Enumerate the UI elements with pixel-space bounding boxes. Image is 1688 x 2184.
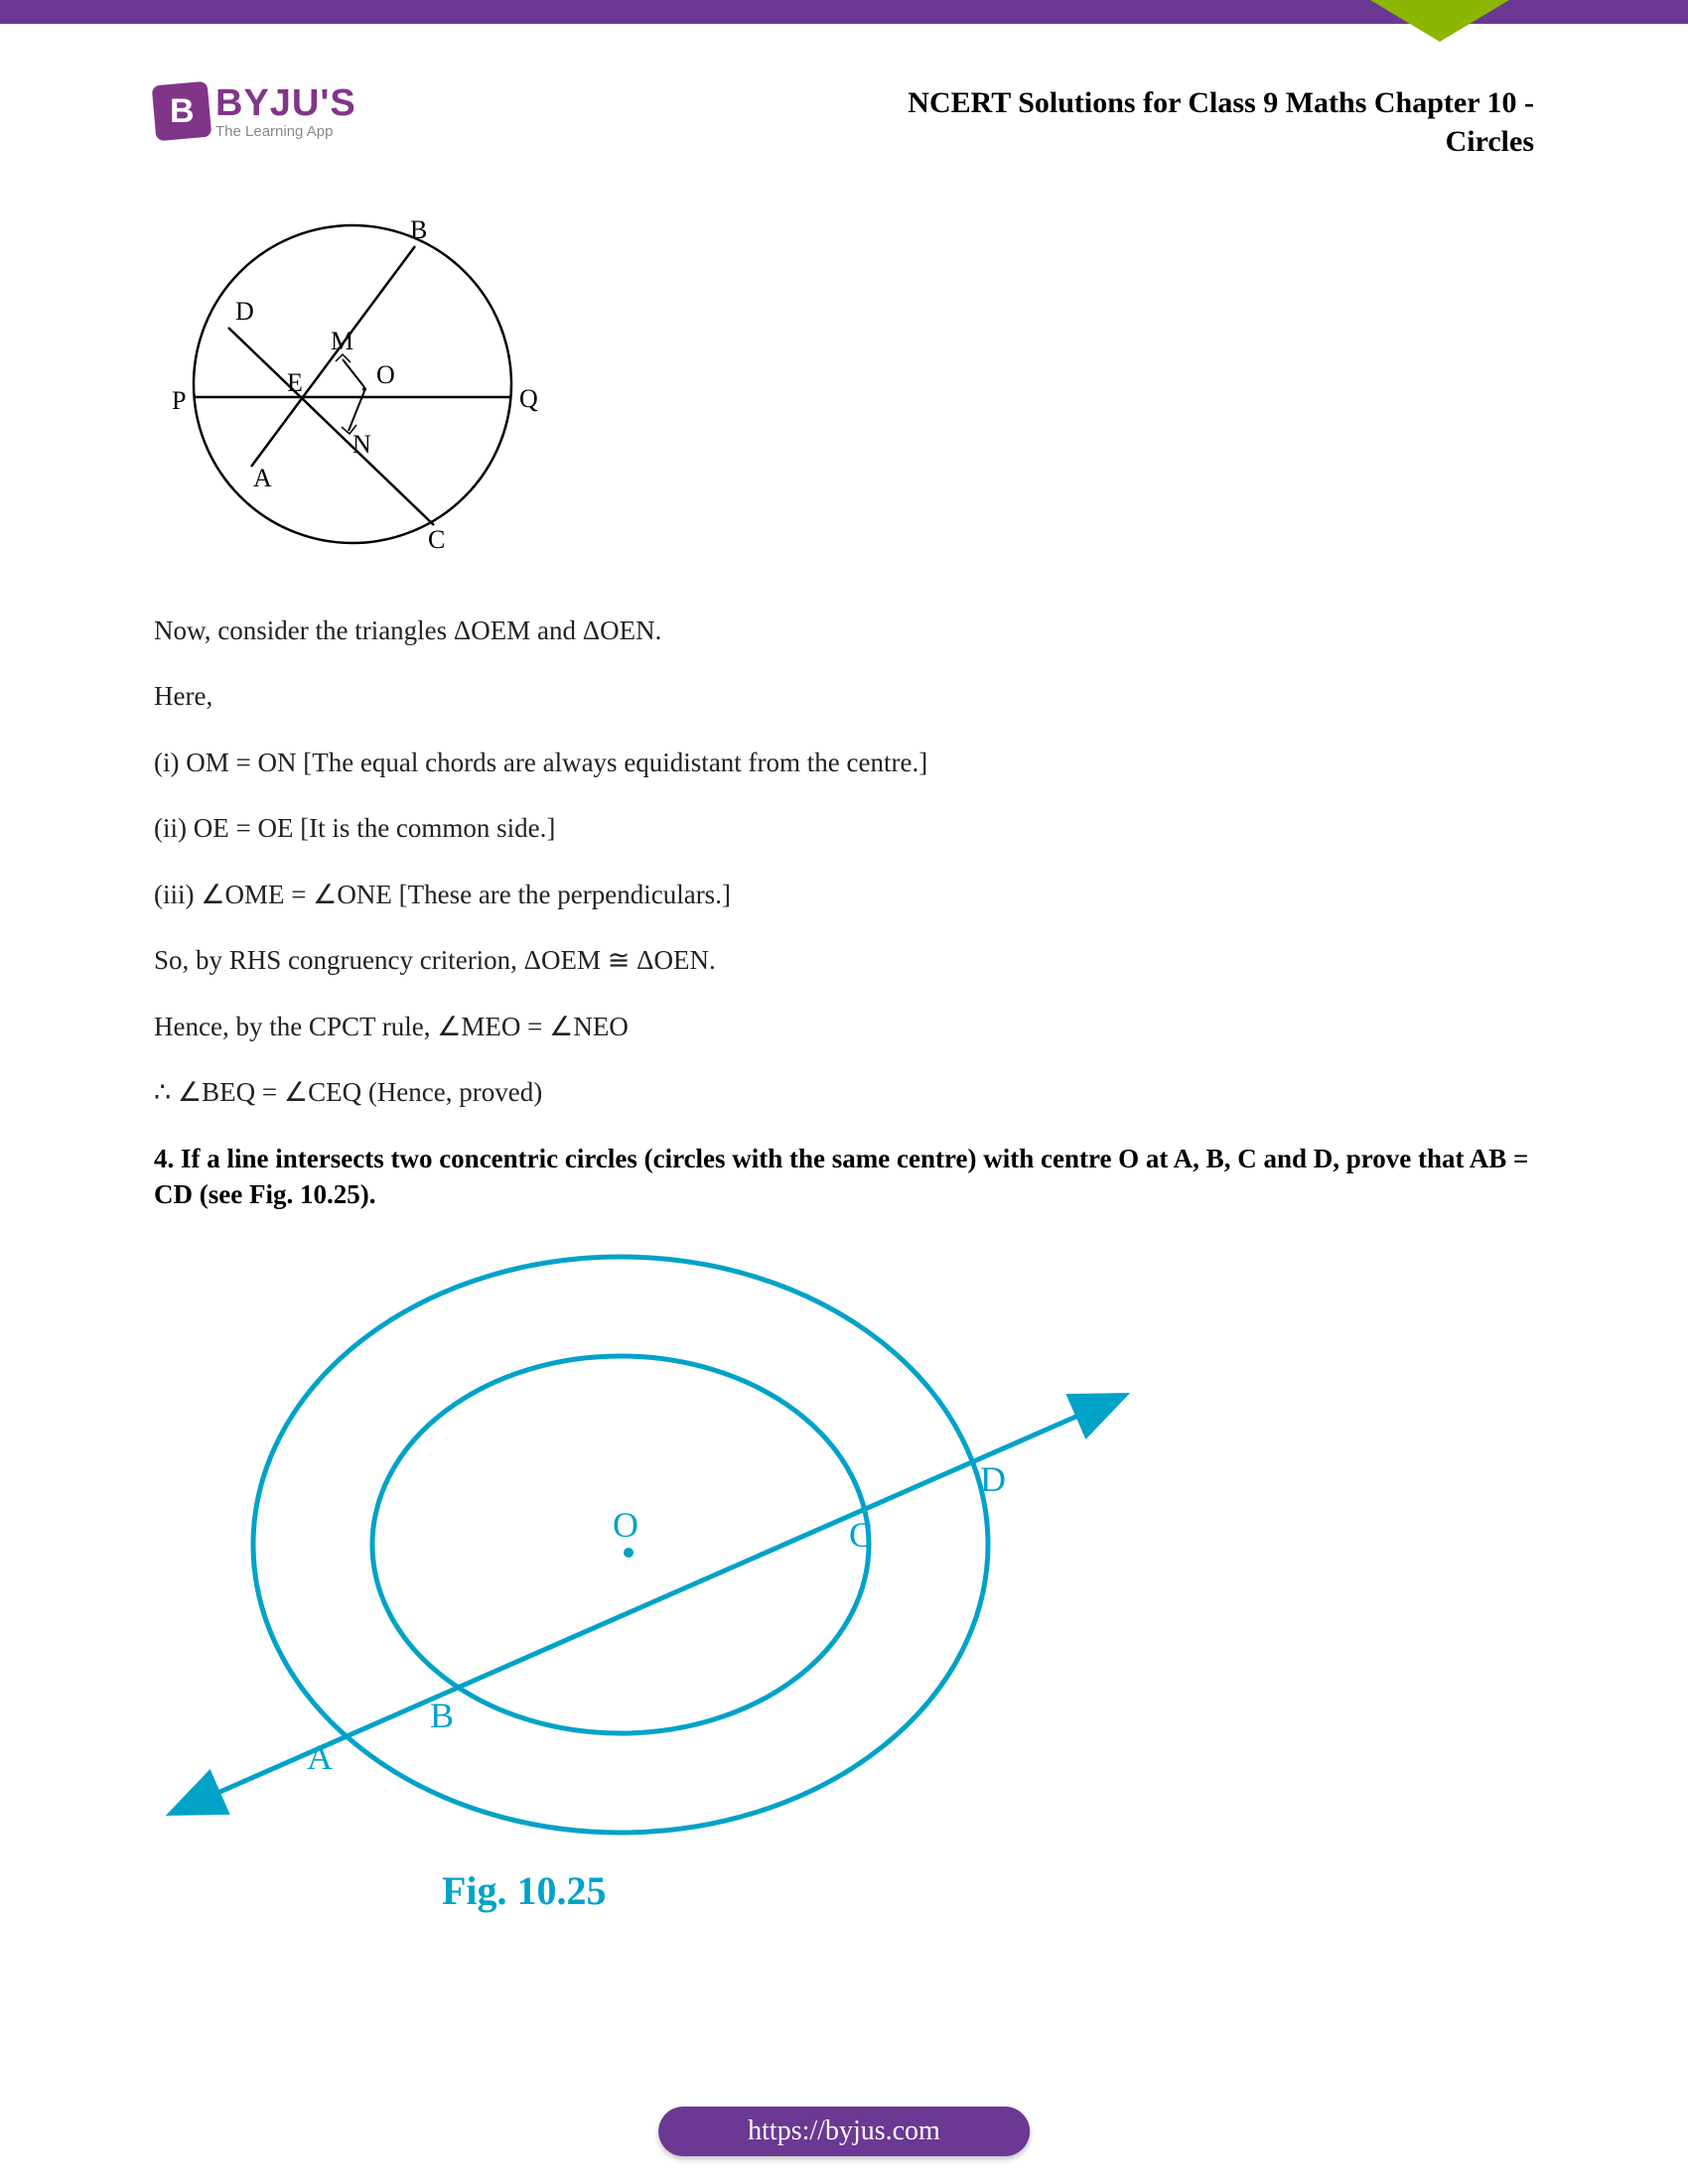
para-6: So, by RHS congruency criterion, ΔOEM ≅ …: [154, 942, 1534, 978]
para-3: (i) OM = ON [The equal chords are always…: [154, 745, 1534, 780]
para-2: Here,: [154, 678, 1534, 714]
diagram-1-svg: B D M E O P Q N A C: [154, 210, 571, 568]
svg-text:P: P: [172, 386, 186, 415]
svg-text:D: D: [235, 297, 254, 326]
svg-text:C: C: [428, 525, 445, 554]
svg-text:N: N: [352, 430, 371, 459]
logo-sub-text: The Learning App: [215, 124, 356, 139]
diagram-2-svg: O A B C D: [154, 1237, 1147, 1852]
svg-text:B: B: [410, 215, 427, 244]
doc-title-line1: NCERT Solutions for Class 9 Maths Chapte…: [908, 83, 1534, 122]
para-7: Hence, by the CPCT rule, ∠MEO = ∠NEO: [154, 1009, 1534, 1044]
doc-title-line2: Circles: [908, 122, 1534, 161]
svg-text:E: E: [287, 368, 303, 397]
logo-text: BYJU'S The Learning App: [215, 84, 356, 139]
logo-badge-letter: B: [170, 92, 195, 131]
solution-body: Now, consider the triangles ΔOEM and ΔOE…: [154, 613, 1534, 1111]
page-content: B BYJU'S The Learning App NCERT Solution…: [0, 24, 1688, 1914]
para-8: ∴ ∠BEQ = ∠CEQ (Hence, proved): [154, 1074, 1534, 1110]
svg-text:A: A: [253, 464, 272, 492]
para-4: (ii) OE = OE [It is the common side.]: [154, 810, 1534, 846]
svg-text:Q: Q: [519, 384, 538, 413]
svg-text:M: M: [331, 327, 353, 355]
diagram-2: O A B C D Fig. 10.25: [154, 1237, 1534, 1914]
document-title: NCERT Solutions for Class 9 Maths Chapte…: [908, 83, 1534, 161]
logo-block: B BYJU'S The Learning App: [154, 83, 356, 139]
para-1: Now, consider the triangles ΔOEM and ΔOE…: [154, 613, 1534, 648]
svg-text:C: C: [849, 1515, 873, 1555]
svg-text:B: B: [430, 1696, 454, 1735]
svg-text:A: A: [307, 1737, 333, 1777]
logo-badge: B: [152, 81, 212, 142]
header-row: B BYJU'S The Learning App NCERT Solution…: [154, 83, 1534, 161]
svg-text:O: O: [613, 1505, 638, 1545]
para-5: (iii) ∠OME = ∠ONE [These are the perpend…: [154, 877, 1534, 912]
question-4: 4. If a line intersects two concentric c…: [154, 1141, 1534, 1213]
top-green-triangle: [1370, 0, 1509, 42]
diagram-1: B D M E O P Q N A C: [154, 210, 1534, 573]
svg-text:D: D: [980, 1459, 1006, 1499]
footer-url-pill[interactable]: https://byjus.com: [658, 2107, 1030, 2156]
svg-text:O: O: [376, 360, 395, 389]
logo-main-text: BYJU'S: [215, 84, 356, 122]
figure-caption: Fig. 10.25: [442, 1867, 1534, 1914]
